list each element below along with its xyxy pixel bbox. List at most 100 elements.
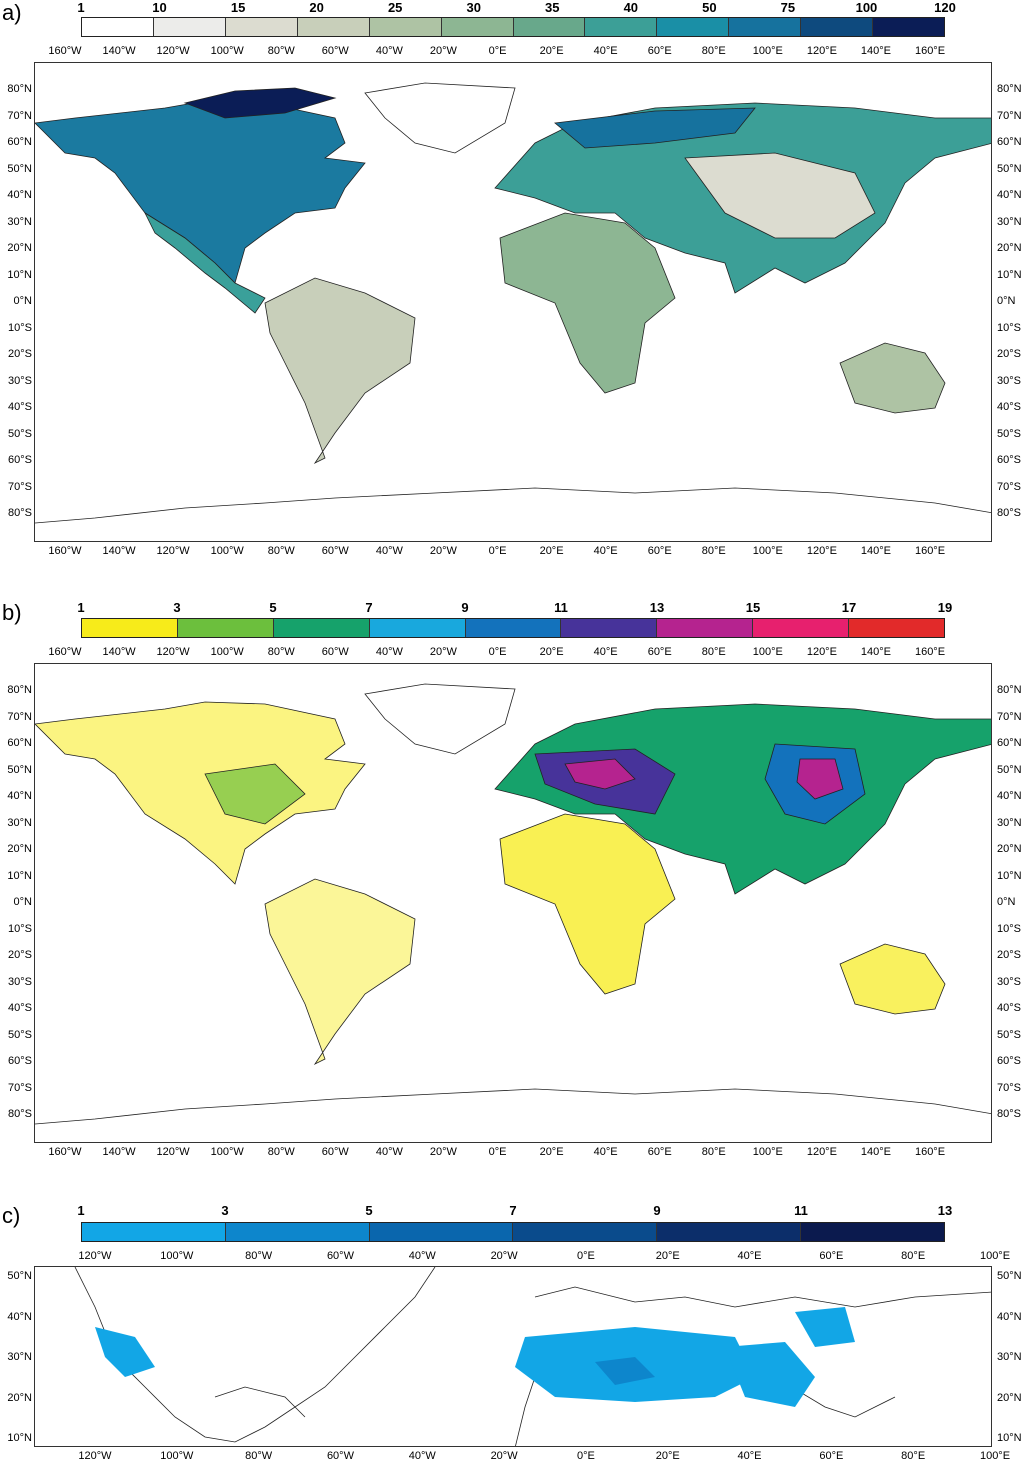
colorbar-value-label: 9 [461,600,469,615]
longitude-tick-label: 100°E [979,1450,1011,1462]
colorbar-value-label: 7 [509,1203,517,1218]
latitude-tick-label: 0°N [13,896,32,908]
colorbar-value-label: 30 [466,0,481,15]
longitude-tick-label: 160°W [48,1146,82,1158]
longitude-tick-label: 80°W [267,646,295,658]
colorbar-value-label: 20 [309,0,324,15]
longitude-tick-label: 20°E [539,45,564,57]
longitude-tick-label: 40°W [408,1250,436,1262]
latitude-tick-label: 50°S [8,1028,32,1041]
longitude-tick-label: 60°W [321,545,349,557]
longitude-tick-label: 80°E [701,646,726,658]
longitude-tick-label: 100°W [210,45,244,57]
colorbar-value-label: 19 [937,600,953,615]
longitude-tick-label: 100°E [752,545,783,557]
greenland-shape [364,683,516,755]
colorbar-value-label: 10 [152,0,167,15]
latitude-tick-label: 10°N [997,1432,1022,1444]
colorbar-swatch [729,18,802,36]
longitude-tick-label: 20°E [655,1450,680,1462]
greenland-shape [364,82,516,154]
colorbar-swatch [82,18,154,36]
latitude-tick-label: 80°N [7,684,32,696]
longitude-tick-label: 120°W [156,545,190,557]
colorbar-value-label: 25 [387,0,403,15]
latitude-tick-label: 20°S [997,348,1021,360]
longitude-tick-label: 40°E [593,545,618,557]
colorbar-swatch [585,18,658,36]
longitude-tick-label: 40°W [375,1146,403,1158]
longitude-tick-label: 0°E [488,45,507,57]
colorbar-value-label: 3 [221,1203,229,1218]
latitude-tick-label: 50°N [7,162,32,175]
iran-cells [795,1307,855,1347]
latitude-tick-label: 60°N [7,737,32,749]
siberia [554,107,756,149]
australia-shape [839,342,946,414]
latitude-tick-label: 60°S [8,454,32,466]
colorbar-value-label: 17 [841,600,857,615]
longitude-tick-label: 160°W [48,646,82,658]
latitude-tick-label: 10°S [997,922,1021,935]
longitude-tick-label: 80°E [701,45,726,57]
north-america-south [144,211,266,314]
colorbar-swatch [657,18,730,36]
latitude-tick-label: 20°S [8,348,32,360]
latitude-tick-label: 50°N [7,1270,32,1282]
map-a [34,62,992,542]
longitude-tick-label: 160°W [48,545,82,557]
colorbar-value-label: 5 [365,1203,373,1218]
map-c-canvas [74,1267,991,1446]
colorbar-a-bar [81,17,945,37]
colorbar-swatch [82,1223,226,1241]
longitude-tick-label: 40°E [593,45,618,57]
latitude-tick-label: 60°N [997,136,1022,148]
map-b-canvas [35,683,991,1125]
latitude-tick-label: 80°N [7,83,32,95]
latitude-tick-label: 30°N [7,215,32,228]
latitude-tick-label: 20°N [7,843,32,855]
longitude-tick-label: 120°W [156,45,190,57]
longitude-tick-label: 100°E [979,1250,1011,1262]
latitude-tick-label: 0°N [13,295,32,307]
central-asia [684,152,876,239]
longitude-tick-label: 100°E [752,1146,783,1158]
colorbar-swatch [297,18,370,36]
map-c [34,1266,992,1447]
longitude-tick-label: 140°E [860,1146,891,1158]
colorbar-swatch [657,619,754,637]
longitude-tick-label: 60°E [647,545,672,557]
longitude-tick-label: 60°W [321,646,349,658]
longitude-tick-label: 20°W [490,1450,518,1462]
latitude-tick-label: 0°N [997,295,1016,307]
latitude-tick-label: 80°S [997,507,1021,519]
panel-a-label: a) [2,0,22,25]
longitude-tick-label: 120°E [806,45,837,57]
latitude-tick-label: 20°S [997,949,1021,961]
longitude-tick-label: 60°E [819,1250,844,1262]
longitude-tick-label: 120°E [806,646,837,658]
latitude-tick-label: 10°S [8,922,32,935]
longitude-tick-label: 20°W [490,1250,518,1262]
colorbar-swatch [465,619,562,637]
colorbar-swatch [753,619,850,637]
latitude-tick-label: 50°S [997,427,1021,440]
gulf-coast [214,1386,306,1418]
latitude-tick-label: 10°N [997,869,1022,882]
longitude-tick-label: 160°W [48,45,82,57]
longitude-tick-label: 20°E [539,545,564,557]
colorbar-value-label: 35 [545,0,560,15]
latitude-tick-label: 50°S [8,427,32,440]
longitude-tick-label: 60°W [326,1450,354,1462]
longitude-tick-label: 0°E [576,1250,595,1262]
longitude-tick-label: 160°E [914,1146,946,1158]
colorbar-swatch [801,1223,944,1241]
north-america-shape [35,701,366,885]
longitude-tick-label: 120°W [156,646,190,658]
longitude-tick-label: 120°W [78,1250,112,1262]
colorbar-swatch [873,18,945,36]
latitude-tick-label: 80°N [997,684,1022,696]
latitude-tick-label: 40°N [997,790,1022,802]
longitude-tick-label: 160°E [914,646,946,658]
longitude-tick-label: 120°W [78,1450,112,1462]
